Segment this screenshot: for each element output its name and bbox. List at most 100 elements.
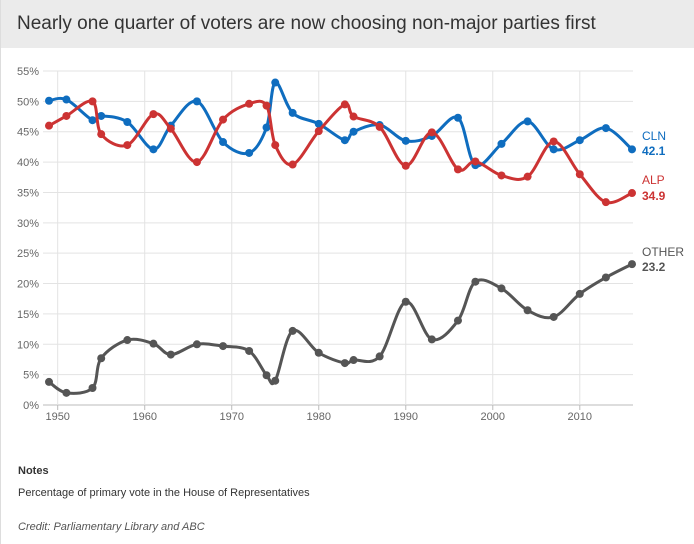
data-point-cln	[523, 117, 532, 126]
x-tick-label: 1950	[45, 411, 69, 423]
data-point-alp	[245, 99, 254, 108]
data-point-other	[601, 273, 610, 282]
y-tick-label: 5%	[23, 370, 39, 382]
data-point-cln	[219, 138, 228, 147]
data-point-cln	[453, 113, 462, 122]
data-point-other	[427, 335, 436, 344]
credit: Credit: Parliamentary Library and ABC	[18, 521, 205, 533]
data-point-alp	[628, 189, 636, 198]
y-tick-label: 25%	[17, 248, 39, 260]
series-value-cln: 42.1	[642, 144, 666, 158]
data-point-cln	[288, 108, 297, 117]
y-tick-label: 35%	[17, 187, 39, 199]
notes-text: Percentage of primary vote in the House …	[18, 487, 310, 499]
data-point-cln	[97, 111, 106, 120]
data-point-cln	[601, 124, 610, 133]
y-tick-label: 45%	[17, 127, 39, 139]
data-point-alp	[453, 165, 462, 174]
data-point-cln	[45, 96, 53, 105]
data-point-other	[219, 342, 228, 351]
series-label-alp: ALP	[642, 173, 665, 187]
data-point-alp	[262, 101, 271, 110]
data-point-other	[314, 348, 323, 357]
series-label-cln: CLN	[642, 129, 666, 143]
data-point-other	[628, 260, 636, 269]
data-point-alp	[349, 112, 358, 121]
y-tick-label: 40%	[17, 157, 39, 169]
data-point-alp	[192, 158, 201, 167]
data-point-other	[288, 326, 297, 335]
data-point-cln	[62, 95, 71, 104]
data-point-cln	[123, 118, 132, 127]
x-tick-label: 1980	[307, 411, 331, 423]
series-value-alp: 34.9	[642, 189, 666, 203]
data-point-other	[375, 352, 384, 361]
data-point-other	[88, 383, 97, 392]
data-point-other	[62, 388, 71, 397]
data-point-alp	[497, 171, 506, 180]
y-tick-label: 15%	[17, 309, 39, 321]
data-point-alp	[523, 172, 532, 181]
data-point-other	[123, 336, 132, 345]
data-point-alp	[471, 157, 480, 166]
data-point-cln	[314, 119, 323, 128]
data-point-other	[523, 306, 532, 315]
data-point-other	[575, 289, 584, 298]
data-point-cln	[401, 136, 410, 145]
data-point-cln	[88, 116, 97, 125]
data-point-cln	[262, 123, 271, 132]
data-point-cln	[575, 136, 584, 145]
data-point-alp	[375, 122, 384, 131]
data-point-alp	[288, 160, 297, 169]
series-value-other: 23.2	[642, 260, 666, 274]
y-tick-label: 55%	[17, 66, 39, 78]
data-point-cln	[628, 145, 636, 154]
data-point-cln	[497, 139, 506, 148]
data-point-alp	[97, 130, 106, 139]
x-tick-label: 1970	[219, 411, 243, 423]
data-point-other	[262, 371, 271, 380]
data-point-other	[340, 359, 349, 368]
data-point-alp	[549, 137, 558, 146]
header: Nearly one quarter of voters are now cho…	[1, 0, 694, 48]
data-point-alp	[314, 127, 323, 136]
y-tick-label: 50%	[17, 96, 39, 108]
data-point-alp	[271, 141, 280, 150]
series-line-alp	[48, 99, 633, 205]
data-point-alp	[219, 115, 228, 124]
data-point-other	[549, 312, 558, 321]
data-point-cln	[349, 127, 358, 136]
y-tick-label: 0%	[23, 400, 39, 412]
data-point-alp	[149, 110, 158, 119]
chart-title: Nearly one quarter of voters are now cho…	[17, 13, 596, 34]
data-point-other	[245, 346, 254, 355]
data-point-alp	[166, 124, 175, 133]
data-point-other	[192, 340, 201, 349]
data-point-alp	[401, 161, 410, 170]
data-point-cln	[549, 145, 558, 154]
x-tick-label: 2000	[481, 411, 505, 423]
data-point-other	[271, 376, 280, 385]
data-point-alp	[62, 111, 71, 120]
data-point-alp	[88, 97, 97, 106]
data-point-other	[45, 377, 53, 386]
data-point-cln	[271, 78, 280, 87]
data-point-alp	[340, 100, 349, 109]
data-point-cln	[149, 145, 158, 154]
data-point-other	[166, 350, 175, 359]
x-tick-label: 1990	[394, 411, 418, 423]
y-tick-label: 30%	[17, 218, 39, 230]
x-tick-label: 2010	[568, 411, 592, 423]
data-point-other	[349, 356, 358, 365]
data-point-other	[401, 297, 410, 306]
data-point-other	[97, 354, 106, 363]
data-point-other	[497, 284, 506, 293]
y-tick-label: 20%	[17, 279, 39, 291]
data-point-cln	[340, 136, 349, 145]
x-tick-label: 1960	[132, 411, 156, 423]
data-point-other	[149, 339, 158, 348]
notes-heading: Notes	[18, 465, 49, 477]
data-point-cln	[245, 148, 254, 157]
